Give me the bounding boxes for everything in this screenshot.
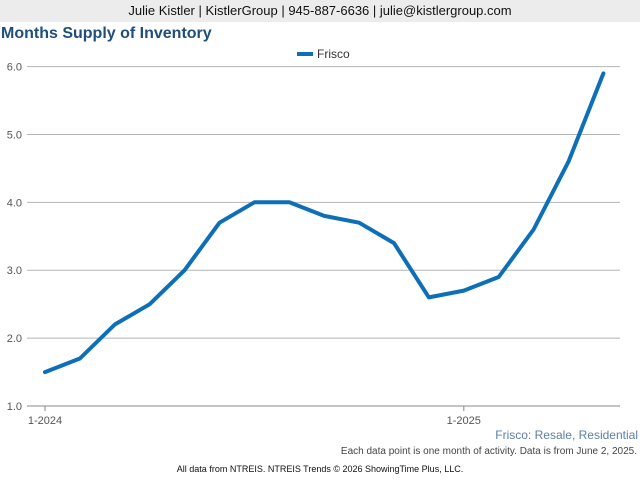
y-tick-label: 4.0 [7,197,22,209]
y-tick-label: 5.0 [7,129,22,141]
chart-title: Months Supply of Inventory [1,25,212,42]
footer-credit: All data from NTREIS. NTREIS Trends © 20… [176,464,464,474]
series-line-frisco [43,71,606,375]
y-tick-label: 1.0 [7,401,22,413]
x-tick-label: 1-2025 [447,415,481,427]
y-tick-label: 3.0 [7,265,22,277]
chart-subtitle: Frisco: Resale, Residential [495,428,638,442]
y-tick-label: 6.0 [7,62,22,74]
agent-contact-bar: Julie Kistler | KistlerGroup | 945-887-6… [0,0,640,22]
x-tick-label: 1-2024 [28,415,62,427]
y-tick-label: 2.0 [7,333,22,345]
data-note: Each data point is one month of activity… [340,446,637,457]
agent-contact-text: Julie Kistler | KistlerGroup | 945-887-6… [128,3,512,18]
legend-label: Frisco [317,47,350,61]
